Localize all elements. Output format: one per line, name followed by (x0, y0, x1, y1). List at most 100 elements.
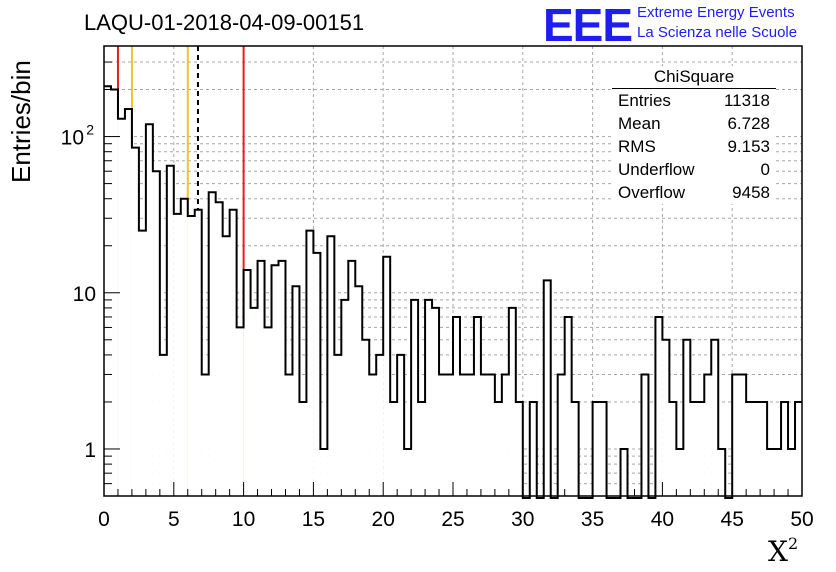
histogram-bin (669, 401, 677, 496)
histogram-bin (641, 374, 649, 496)
x-tick-label: 0 (98, 508, 110, 531)
histogram-outline (104, 85, 802, 499)
histogram-bin (229, 209, 237, 496)
stats-label: Mean (618, 114, 661, 133)
histogram-bin (760, 401, 768, 496)
histogram-bin (124, 109, 132, 496)
histogram-bin (592, 401, 600, 496)
histogram-bin (508, 307, 516, 496)
histogram-bin (159, 354, 167, 496)
histogram-bin (446, 374, 453, 496)
eee-logo: EEE (543, 0, 633, 51)
histogram-bin (348, 260, 356, 496)
histogram-bin (718, 448, 726, 496)
histogram-bin (327, 236, 335, 496)
histogram-bin (166, 165, 174, 497)
histogram-bin (278, 260, 286, 496)
histogram-bin (201, 374, 209, 496)
histogram-bin (257, 260, 265, 496)
histogram-bin (480, 374, 488, 496)
stats-label: Underflow (618, 160, 695, 179)
histogram-bin (620, 448, 628, 496)
histogram-bin (131, 147, 139, 497)
x-axis-label-sup: 2 (787, 534, 799, 553)
histogram-bin (501, 374, 509, 496)
x-tick-label: 45 (721, 508, 744, 531)
histogram-bin (250, 307, 258, 496)
stats-value: 0 (760, 160, 770, 179)
stats-label: Entries (618, 91, 671, 110)
stats-row-mean: Mean 6.728 (612, 112, 776, 135)
histogram-bin (236, 327, 244, 496)
histogram-bin (334, 354, 342, 496)
histogram-bin (208, 192, 216, 497)
histogram-bin (781, 401, 789, 496)
histogram-bin (411, 299, 419, 496)
histogram-bin (599, 401, 607, 496)
histogram-bin (767, 448, 775, 496)
histogram-bin (697, 401, 705, 496)
histogram-bin (683, 339, 691, 496)
stats-box: ChiSquare Entries 11318 Mean 6.728 RMS 9… (612, 66, 776, 204)
chart-title: LAQU-01-2018-04-09-00151 (84, 10, 365, 35)
logo-line-1: Extreme Energy Events (637, 4, 795, 21)
histogram-bin (243, 269, 251, 496)
histogram-bin (459, 374, 467, 496)
histogram-bin (529, 401, 537, 496)
histogram-bin (473, 316, 481, 496)
histogram-bin (676, 448, 684, 496)
x-tick-label: 50 (790, 508, 813, 531)
y-tick-exponent: 2 (86, 122, 94, 138)
histogram-bin (404, 448, 412, 496)
histogram-bin (711, 339, 719, 496)
x-tick-label: 5 (168, 508, 180, 531)
histogram-bin (739, 374, 747, 496)
histogram-bin (145, 124, 153, 497)
histogram-bin (138, 230, 146, 496)
y-axis-label: Entries/bin (6, 60, 36, 183)
histogram-bin (117, 118, 125, 497)
histogram-bin (425, 299, 433, 496)
histogram-bin (299, 401, 307, 496)
histogram-bin (655, 316, 663, 496)
y-tick-label: 10 (73, 283, 96, 306)
histogram-bin (466, 374, 474, 496)
logo-line-2: La Scienza nelle Scuole (637, 24, 798, 41)
histogram-bin (355, 286, 363, 496)
histogram-bin (662, 339, 670, 496)
histogram-bin (432, 307, 440, 496)
histogram-bin (194, 209, 202, 496)
histogram-bin (390, 401, 398, 496)
histogram-bin (285, 374, 293, 496)
stats-value: 11318 (723, 91, 770, 110)
histogram-bin (152, 171, 160, 497)
histogram-bin (397, 354, 405, 496)
stats-value: 6.728 (727, 114, 770, 133)
histogram-bin (222, 236, 230, 496)
histogram-bin (418, 401, 426, 496)
histogram-bin (704, 374, 712, 496)
histogram-bin (376, 354, 384, 496)
histogram-bin (104, 86, 111, 496)
x-tick-label: 20 (372, 508, 395, 531)
histogram-bin (732, 374, 740, 496)
histogram-bin (543, 280, 551, 496)
histogram-bin (313, 252, 321, 496)
y-tick-label: 1 (84, 439, 96, 462)
histogram-bin (571, 401, 579, 496)
x-tick-label: 15 (302, 508, 325, 531)
histogram-bin (271, 265, 279, 496)
histogram-bin (369, 374, 377, 496)
x-tick-label: 25 (441, 508, 464, 531)
histogram-bin (564, 316, 572, 496)
stats-row-overflow: Overflow 9458 (612, 181, 776, 204)
histogram-bin (341, 299, 349, 496)
x-tick-label: 35 (581, 508, 604, 531)
histogram-bin (690, 401, 698, 496)
histogram-bin (383, 256, 391, 496)
histogram-bin (187, 216, 195, 497)
x-tick-label: 30 (511, 508, 534, 531)
histogram-bin (774, 448, 782, 496)
